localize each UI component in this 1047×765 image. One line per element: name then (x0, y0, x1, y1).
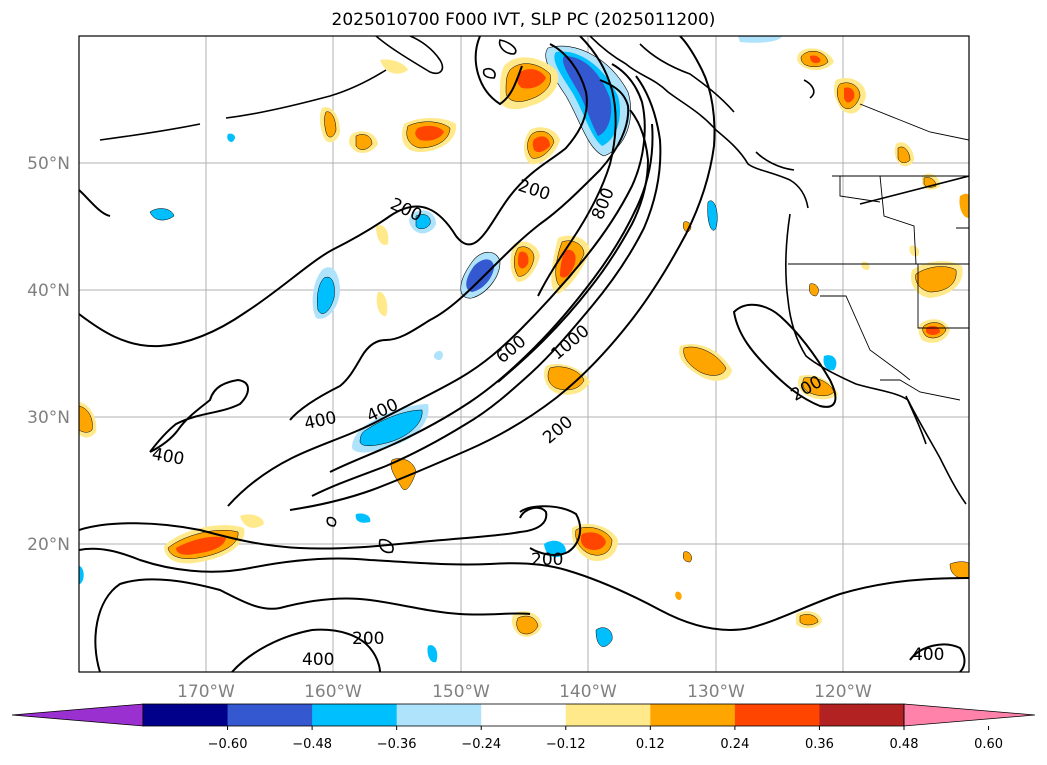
lon-tick-label: 130°W (687, 682, 745, 702)
contour-200-sw (94, 578, 531, 672)
colorbar-tick-label: 0.60 (974, 737, 1003, 752)
contour-se (519, 505, 582, 556)
latitude-axis: 50°N 40°N 30°N 20°N (27, 154, 70, 555)
colorbar-bin (734, 704, 820, 726)
colorbar-tick-label: 0.48 (890, 737, 919, 752)
colorbar-tick-label: 0.24 (720, 737, 749, 752)
lat-tick-label: 50°N (27, 154, 70, 174)
colorbar-tick-label: −0.48 (292, 737, 332, 752)
contour-400-west (149, 378, 249, 453)
contour-800-band (311, 75, 662, 497)
lat-tick-label: 40°N (27, 281, 70, 301)
negative-ivt-anomalies (79, 36, 837, 663)
contour-western-ring (79, 189, 111, 217)
contour-400-se (909, 643, 966, 672)
colorbar-tick-label: 0.36 (805, 737, 834, 752)
contour-400-band (289, 79, 630, 421)
contour-lower (79, 547, 969, 631)
contour-outer-north (79, 43, 588, 348)
colorbar-tick-label: −0.36 (377, 737, 417, 752)
colorbar: −0.60 −0.48 −0.36 −0.24 −0.12 0.12 0.24 0.36 0.4… (11, 703, 1036, 752)
colorbar-bin (819, 704, 905, 726)
contour-label: 400 (912, 645, 944, 665)
colorbar-bin (312, 704, 398, 726)
colorbar-bin (396, 704, 482, 726)
contour-1000-band (329, 123, 654, 473)
map-background (79, 36, 969, 672)
lon-tick-label: 160°W (304, 682, 362, 702)
colorbar-frame (142, 703, 905, 727)
political-boundaries (788, 103, 969, 401)
lat-tick-label: 30°N (27, 408, 70, 428)
contour-label: 200 (352, 629, 384, 649)
positive-ivt-anomalies (79, 48, 969, 637)
contour-inner-band (497, 109, 650, 383)
contour-ring-ne (474, 36, 523, 106)
contour-200-east (732, 303, 837, 408)
lon-tick-label: 170°W (177, 682, 235, 702)
colorbar-bin (650, 704, 736, 726)
contour-200-west (79, 506, 548, 550)
lon-tick-label: 120°W (814, 682, 872, 702)
colorbar-tick-label: 0.12 (636, 737, 665, 752)
lon-tick-label: 150°W (432, 682, 490, 702)
colorbar-bin (227, 704, 313, 726)
contour-400-s (231, 628, 381, 672)
contour-200-south (289, 36, 716, 511)
longitude-axis: 170°W 160°W 150°W 140°W 130°W 120°W (177, 682, 872, 702)
colorbar-extend-high (903, 703, 1036, 727)
contour-label: 400 (302, 650, 334, 670)
lat-tick-label: 20°N (27, 535, 70, 555)
colorbar-bin (143, 704, 229, 726)
colorbar-tick-label: −0.24 (461, 737, 501, 752)
coastlines (99, 36, 969, 554)
figure-title: 2025010700 F000 IVT, SLP PC (2025011200) (331, 10, 716, 30)
colorbar-extend-low (11, 703, 144, 727)
contour-label: 200 (531, 550, 563, 570)
contour-mid-200 (537, 36, 617, 297)
colorbar-tick-label: −0.60 (208, 737, 248, 752)
colorbar-tick-label: −0.12 (546, 737, 586, 752)
map-frame (78, 35, 970, 673)
colorbar-bin (481, 704, 567, 726)
lon-tick-label: 140°W (559, 682, 617, 702)
colorbar-bin (565, 704, 651, 726)
ivt-contours (79, 36, 969, 672)
